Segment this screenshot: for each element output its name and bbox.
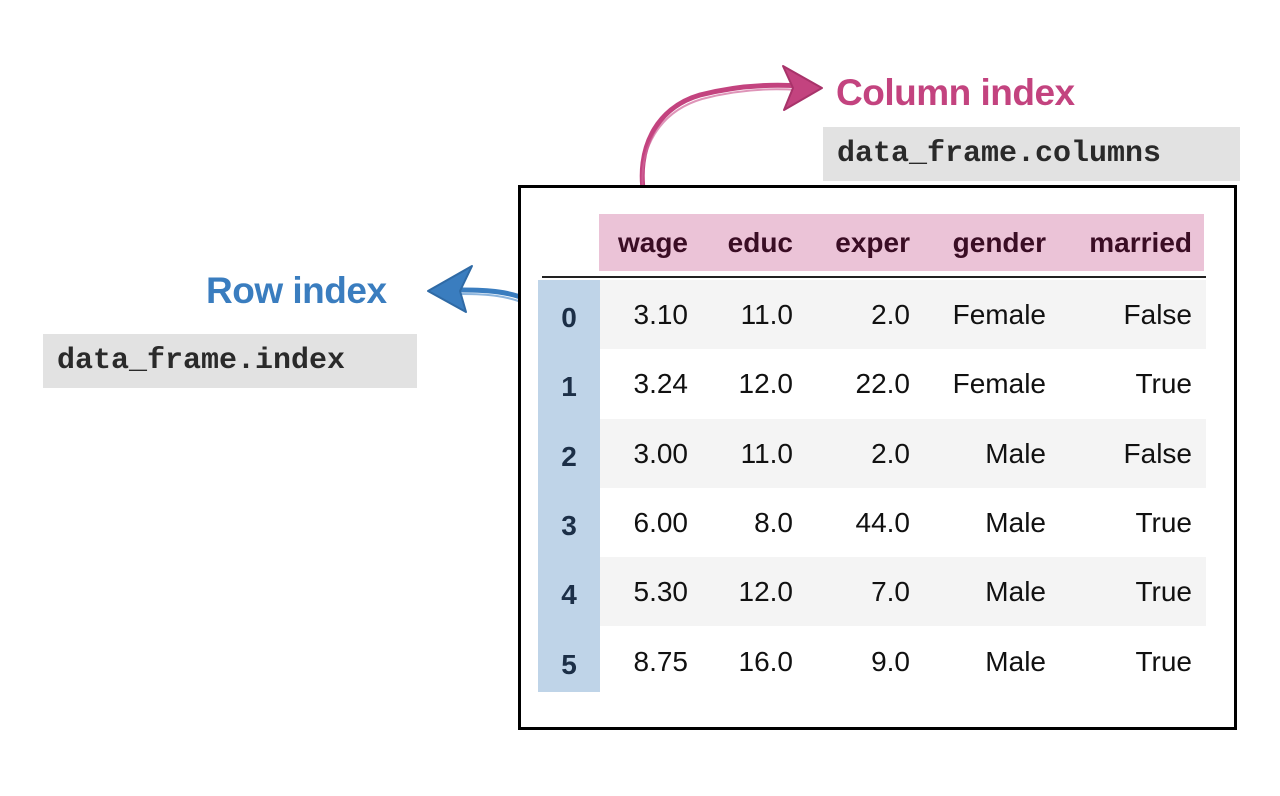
table-cell-exper: 7.0 bbox=[871, 576, 910, 608]
header-divider bbox=[542, 276, 1206, 278]
table-cell-educ: 11.0 bbox=[740, 437, 793, 469]
row-index-cell: 3 bbox=[561, 509, 577, 541]
table-cell-exper: 2.0 bbox=[871, 299, 910, 330]
table-cell-married: False bbox=[1123, 299, 1192, 330]
column-index-code: data_frame.columns bbox=[823, 127, 1240, 181]
column-index-arrow-icon bbox=[639, 65, 823, 199]
table-cell-wage: 5.30 bbox=[633, 576, 689, 608]
row-index-cell: 5 bbox=[561, 648, 577, 680]
table-cell-exper: 44.0 bbox=[855, 506, 911, 538]
table-cell-gender: Male bbox=[985, 576, 1046, 608]
table-cell-educ: 12.0 bbox=[738, 368, 794, 400]
table-cell-married: True bbox=[1135, 506, 1192, 538]
row-stripe bbox=[600, 557, 1206, 627]
row-index-cell: 2 bbox=[561, 440, 577, 472]
table-cell-educ: 11.0 bbox=[740, 299, 793, 330]
column-header-wage: wage bbox=[617, 227, 688, 258]
column-index-label: Column index bbox=[836, 72, 1075, 113]
table-cell-gender: Female bbox=[952, 299, 1046, 330]
table-cell-married: True bbox=[1135, 645, 1192, 677]
table-cell-wage: 3.10 bbox=[633, 299, 689, 330]
row-stripe bbox=[600, 280, 1206, 349]
row-index-cell: 1 bbox=[561, 371, 577, 403]
table-cell-educ: 12.0 bbox=[738, 576, 794, 608]
column-header-educ: educ bbox=[727, 227, 793, 258]
table-cell-wage: 3.00 bbox=[633, 437, 689, 469]
table-cell-wage: 3.24 bbox=[633, 368, 689, 400]
row-index-cell: 4 bbox=[561, 579, 577, 611]
row-index-code: data_frame.index bbox=[43, 334, 417, 388]
table-cell-educ: 8.0 bbox=[754, 506, 793, 538]
table-cell-exper: 22.0 bbox=[855, 368, 911, 400]
dataframe-table: wage educ exper gender married 0 3.10 11.0 2.0 Fe… bbox=[518, 185, 1237, 730]
table-cell-wage: 8.75 bbox=[633, 645, 689, 677]
column-header-gender: gender bbox=[952, 227, 1046, 258]
row-stripe bbox=[600, 418, 1206, 488]
table-cell-gender: Male bbox=[985, 437, 1046, 469]
row-index-label: Row index bbox=[206, 270, 387, 311]
column-header-exper: exper bbox=[835, 227, 910, 258]
table-cell-exper: 2.0 bbox=[871, 437, 910, 469]
table-cell-educ: 16.0 bbox=[738, 645, 794, 677]
table-cell-married: True bbox=[1135, 368, 1192, 400]
column-header-band bbox=[599, 214, 1204, 271]
table-cell-wage: 6.00 bbox=[633, 506, 689, 538]
row-index-band bbox=[538, 280, 600, 692]
table-cell-gender: Male bbox=[985, 645, 1046, 677]
table-cell-gender: Male bbox=[985, 506, 1046, 538]
table-cell-gender: Female bbox=[952, 368, 1046, 400]
row-index-arrow-icon bbox=[427, 265, 531, 313]
table-cell-married: False bbox=[1123, 437, 1192, 469]
table-cell-exper: 9.0 bbox=[871, 645, 910, 677]
column-header-married: married bbox=[1089, 227, 1192, 258]
table-cell-married: True bbox=[1135, 576, 1192, 608]
row-index-cell: 0 bbox=[561, 302, 577, 333]
